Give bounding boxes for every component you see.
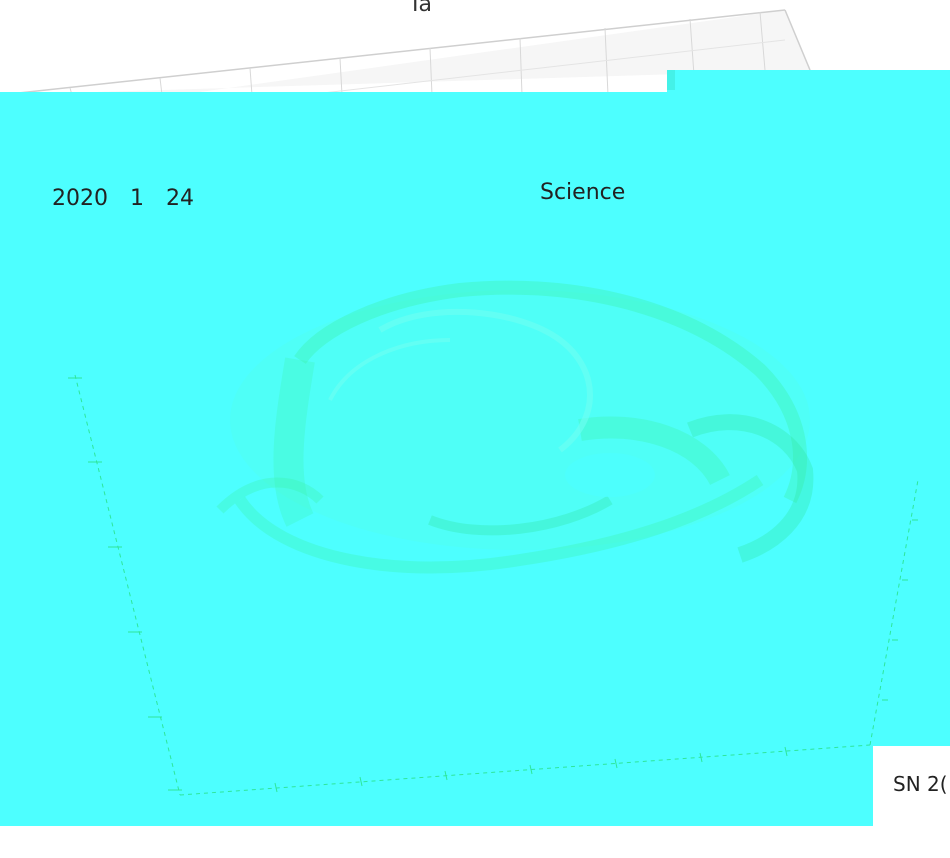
corner-label: SN 2( [893, 772, 948, 796]
top-label: Ia [412, 0, 432, 17]
axes [68, 374, 919, 796]
overlay-panel-upper [667, 70, 950, 100]
journal-text: Science [540, 180, 626, 205]
date-text: 2020 1 24 [52, 186, 194, 211]
corner-label-box: SN 2( [873, 746, 950, 826]
nebula-structure [216, 280, 814, 574]
overlay-panel [0, 92, 950, 826]
